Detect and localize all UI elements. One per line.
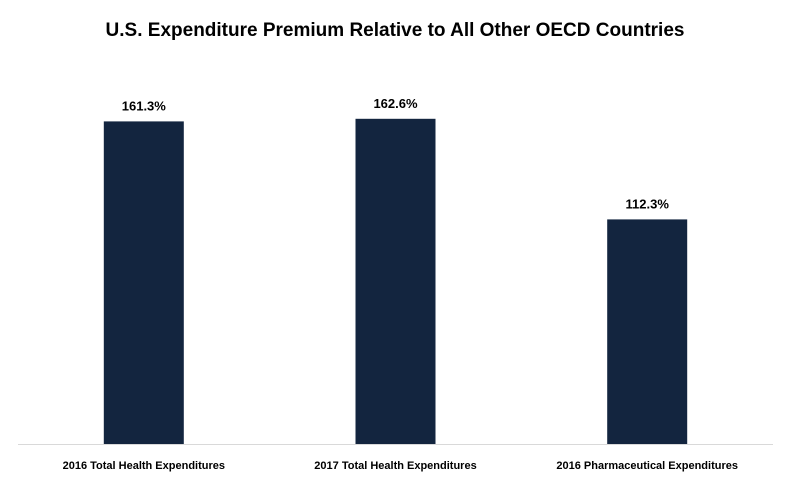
x-tick-label-2: 2017 Total Health Expenditures <box>314 460 476 472</box>
bars-layer <box>103 118 688 445</box>
data-label-2: 162.6% <box>373 96 418 111</box>
bar-1 <box>103 121 184 445</box>
x-tick-labels-layer: 2016 Total Health Expenditures 2017 Total… <box>63 460 738 472</box>
bar-2 <box>355 118 436 445</box>
data-labels-layer: 161.3% 162.6% 112.3% <box>122 96 670 212</box>
data-label-3: 112.3% <box>626 196 670 211</box>
x-tick-label-1: 2016 Total Health Expenditures <box>63 460 225 472</box>
bar-3 <box>607 219 688 444</box>
data-label-1: 161.3% <box>122 98 167 113</box>
x-tick-label-3: 2016 Pharmaceutical Expenditures <box>556 460 738 472</box>
chart-title: U.S. Expenditure Premium Relative to All… <box>106 20 685 41</box>
